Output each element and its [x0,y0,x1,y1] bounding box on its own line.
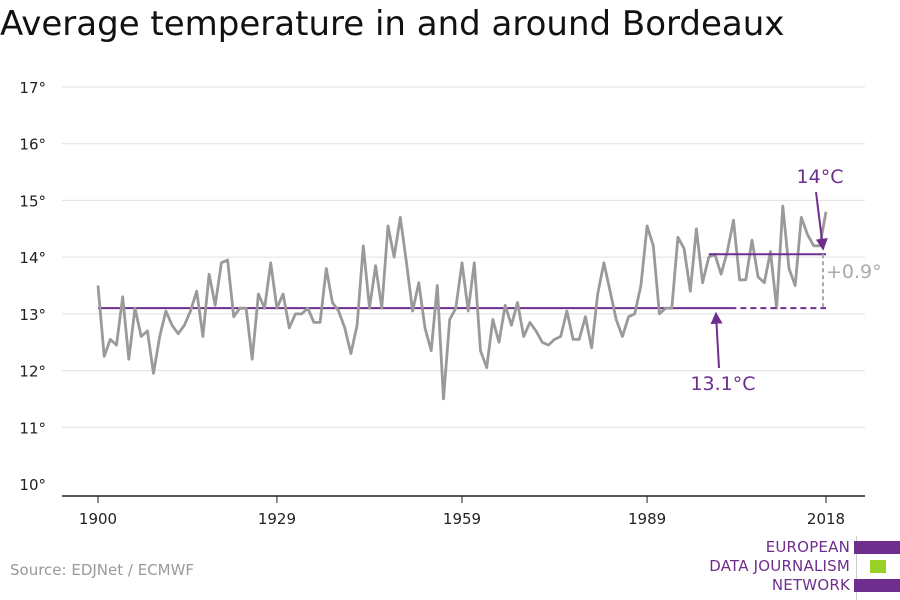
edjnet-logo: EUROPEAN DATA JOURNALISM NETWORK [700,536,900,600]
x-tick-label: 2018 [807,510,845,528]
y-tick-label: 14° [19,249,46,267]
temperature-series-line [96,204,828,401]
y-tick-label: 10° [19,476,46,494]
x-tick-label: 1959 [443,510,481,528]
chart-title: Average temperature in and around Bordea… [0,4,785,44]
annotation-baseline: 13.1°C [690,373,755,395]
annotation-arrow-baseline [710,311,723,369]
annotation-recent-average: 14°C [797,166,844,188]
y-tick-label: 11° [19,419,46,437]
x-tick-label: 1900 [79,510,117,528]
x-tick-label: 1929 [258,510,296,528]
annotation-arrow-recent [815,191,828,251]
y-tick-label: 13° [19,306,46,324]
logo-bar-2 [870,560,886,573]
logo-line-2: DATA JOURNALISM [709,557,850,575]
source-note: Source: EDJNet / ECMWF [10,561,195,579]
logo-bar-1 [854,541,900,554]
logo-bar-3 [854,579,900,592]
logo-line-3: NETWORK [771,576,850,594]
y-tick-label: 16° [19,136,46,154]
annotation-difference: +0.9° [826,261,882,283]
y-tick-label: 15° [19,192,46,210]
logo-line-1: EUROPEAN [765,538,850,556]
y-tick-label: 17° [19,79,46,97]
logo-divider [856,536,857,600]
y-tick-label: 12° [19,363,46,381]
x-tick-label: 1989 [628,510,666,528]
